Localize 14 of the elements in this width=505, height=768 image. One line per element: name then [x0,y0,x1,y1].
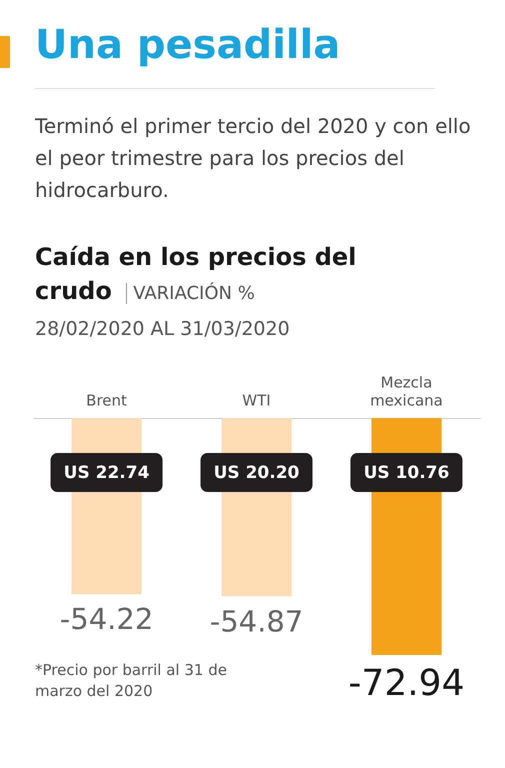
chart-title: Una pesadilla [35,22,340,68]
data-label: -54.87 [210,604,304,638]
x-tick-label: Mezcla mexicana [370,374,443,410]
text: 28/02/2020 AL 31/03/2020 [35,318,290,340]
data-label: -54.22 [60,602,154,636]
text: *Precio por barril al 31 de marzo del 2020 [35,660,228,702]
x-tick-label: Brent [86,392,128,410]
annotation: US 10.76 [364,463,450,483]
data-label: -72.94 [348,663,464,704]
annotation: US 22.74 [64,463,150,483]
annotation: US 20.20 [214,463,300,483]
y-axis-title: VARIACIÓN % [126,283,255,304]
chart-subtitle: Terminó el primer tercio del 2020 y con ello el peor trimestre para los precios del hidrocarburo. [35,113,472,204]
x-tick-label: WTI [242,392,271,410]
